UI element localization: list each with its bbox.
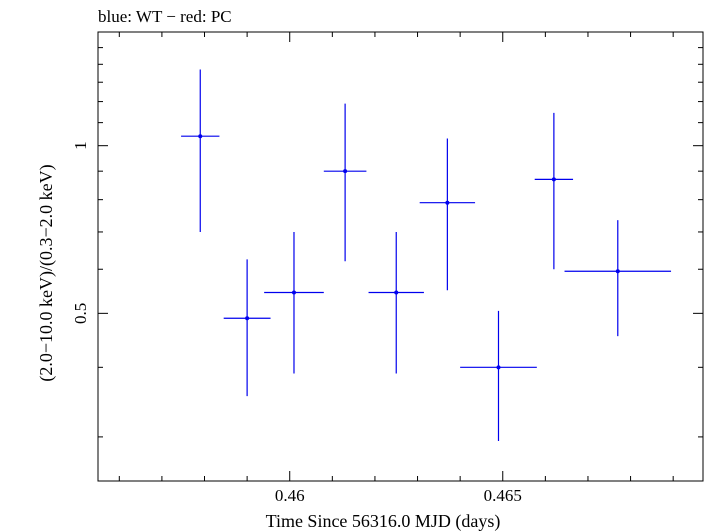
data-point <box>223 259 271 397</box>
axis-ticks <box>98 32 703 481</box>
chart-title: blue: WT − red: PC <box>98 7 232 26</box>
axis-tick-labels: 0.46 0.465 0.5 1 <box>71 141 522 505</box>
y-axis-label: (2.0−10.0 keV)/(0.3−2.0 keV) <box>36 164 57 381</box>
point-marker <box>496 365 501 370</box>
point-marker <box>343 169 348 174</box>
x-tick-label: 0.465 <box>484 486 522 505</box>
point-marker <box>198 134 203 139</box>
x-tick-label: 0.46 <box>275 486 305 505</box>
point-marker <box>551 177 556 182</box>
data-point <box>264 231 324 374</box>
point-marker <box>615 269 620 274</box>
data-point <box>534 112 574 270</box>
plot-frame <box>97 31 704 482</box>
point-marker <box>245 316 250 321</box>
data-point <box>460 310 537 441</box>
data-point <box>181 69 220 232</box>
data-point <box>419 138 476 291</box>
y-tick-label: 1 <box>71 141 90 150</box>
data-point <box>323 103 367 262</box>
point-marker <box>445 200 450 205</box>
data-series-wt <box>181 69 672 441</box>
point-marker <box>394 290 399 295</box>
data-point <box>368 231 424 374</box>
y-tick-label: 0.5 <box>71 303 90 324</box>
point-marker <box>291 290 296 295</box>
data-point <box>564 220 672 337</box>
x-axis-label: Time Since 56316.0 MJD (days) <box>266 511 501 532</box>
